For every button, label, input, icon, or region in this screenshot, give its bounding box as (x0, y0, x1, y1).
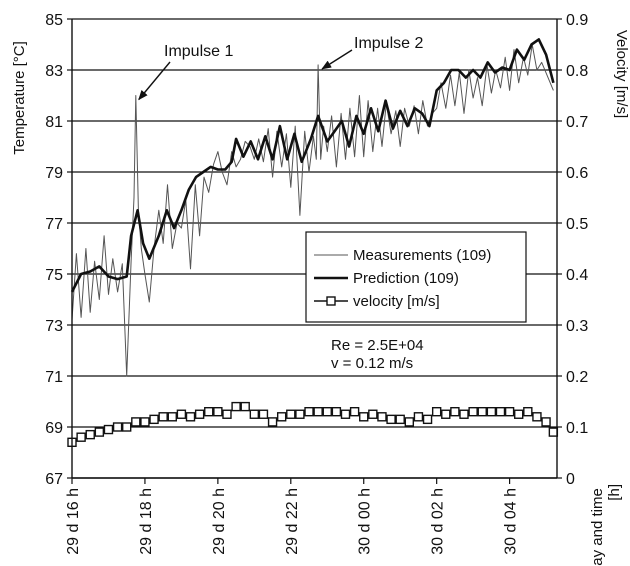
y-right-tick-label: 0.6 (566, 165, 588, 182)
velocity-marker (506, 408, 514, 416)
legend-label-velocity: velocity [m/s] (353, 293, 440, 310)
y-left-tick-label: 71 (45, 369, 63, 386)
legend: Measurements (109) Prediction (109) velo… (306, 232, 526, 322)
velocity-marker (177, 410, 185, 418)
legend-label-measurements: Measurements (109) (353, 247, 491, 264)
velocity-marker (287, 410, 295, 418)
velocity-marker (533, 413, 541, 421)
y-left-tick-label: 75 (45, 267, 63, 284)
y-left-tick-label: 67 (45, 471, 63, 488)
y-axis-right-label: Velocity [m/s] (613, 30, 630, 118)
velocity-marker (487, 408, 495, 416)
velocity-marker (378, 413, 386, 421)
y-left-tick-label: 83 (45, 63, 63, 80)
velocity-marker (305, 408, 313, 416)
velocity-marker (132, 418, 140, 426)
x-axis-label-line-2: [h] (606, 484, 623, 501)
annotation-arrow-1 (139, 62, 170, 100)
velocity-marker (314, 408, 322, 416)
velocity-marker (405, 418, 413, 426)
y-left-tick-label: 85 (45, 12, 63, 29)
velocity-marker (469, 408, 477, 416)
annotation-impulse-1: Impulse 1 (164, 43, 233, 60)
x-tick-label: 29 d 16 h (65, 488, 82, 555)
velocity-marker (424, 415, 432, 423)
y-left-tick-label: 77 (45, 216, 63, 233)
velocity-marker (369, 410, 377, 418)
velocity-marker (232, 403, 240, 411)
velocity-marker (387, 415, 395, 423)
velocity-marker (269, 418, 277, 426)
x-axis-label-line-1: Day and time (589, 488, 606, 566)
velocity-marker (250, 410, 258, 418)
velocity-marker (549, 428, 557, 436)
legend-swatch-velocity-marker (327, 297, 335, 305)
velocity-marker (114, 423, 122, 431)
stats-velocity: v = 0.12 m/s (331, 355, 413, 372)
series-measurements-line (72, 45, 553, 377)
y-left-tick-label: 81 (45, 114, 63, 131)
x-tick-label: 30 d 00 h (357, 488, 374, 555)
velocity-marker (460, 410, 468, 418)
y-axis-left-label: Temperature [°C] (11, 41, 28, 155)
velocity-marker (104, 426, 112, 434)
velocity-marker (214, 408, 222, 416)
velocity-marker (542, 418, 550, 426)
velocity-marker (414, 413, 422, 421)
velocity-marker (77, 433, 85, 441)
x-tick-label: 29 d 18 h (138, 488, 155, 555)
velocity-marker (451, 408, 459, 416)
x-tick-label: 29 d 20 h (211, 488, 228, 555)
velocity-marker (296, 410, 304, 418)
x-tick-label: 30 d 02 h (430, 488, 447, 555)
x-axis-label: Day and time [h] (589, 484, 623, 566)
velocity-marker (496, 408, 504, 416)
stats-reynolds: Re = 2.5E+04 (331, 337, 424, 354)
legend-label-prediction: Prediction (109) (353, 270, 459, 287)
velocity-marker (515, 410, 523, 418)
velocity-marker (278, 413, 286, 421)
velocity-marker (86, 431, 94, 439)
velocity-marker (187, 413, 195, 421)
velocity-marker (196, 410, 204, 418)
x-tick-label: 30 d 04 h (503, 488, 520, 555)
annotations: Impulse 1 Impulse 2 (139, 35, 424, 100)
velocity-marker (478, 408, 486, 416)
velocity-marker (524, 408, 532, 416)
velocity-marker (259, 410, 267, 418)
velocity-marker (396, 415, 404, 423)
y-right-tick-label: 0 (566, 471, 575, 488)
velocity-marker (159, 413, 167, 421)
velocity-marker (141, 418, 149, 426)
y-right-tick-label: 0.7 (566, 114, 588, 131)
velocity-marker (241, 403, 249, 411)
velocity-marker (433, 408, 441, 416)
velocity-marker (95, 428, 103, 436)
y-right-tick-label: 0.4 (566, 267, 588, 284)
velocity-marker (332, 408, 340, 416)
y-right-tick-label: 0.9 (566, 12, 588, 29)
velocity-marker (360, 413, 368, 421)
velocity-marker (205, 408, 213, 416)
velocity-marker (442, 410, 450, 418)
y-right-tick-label: 0.3 (566, 318, 588, 335)
y-left-tick-label: 73 (45, 318, 63, 335)
velocity-marker (223, 410, 231, 418)
y-left-tick-label: 79 (45, 165, 63, 182)
velocity-marker (123, 423, 131, 431)
velocity-marker (341, 410, 349, 418)
y-right-tick-label: 0.1 (566, 420, 588, 437)
velocity-marker (351, 408, 359, 416)
annotation-impulse-2: Impulse 2 (354, 35, 423, 52)
y-right-tick-label: 0.2 (566, 369, 588, 386)
velocity-marker (323, 408, 331, 416)
x-tick-label: 29 d 22 h (284, 488, 301, 555)
y-left-tick-label: 69 (45, 420, 63, 437)
y-right-tick-label: 0.5 (566, 216, 588, 233)
annotation-arrow-2 (322, 50, 352, 69)
velocity-marker (150, 415, 158, 423)
y-right-tick-label: 0.8 (566, 63, 588, 80)
velocity-marker (168, 413, 176, 421)
